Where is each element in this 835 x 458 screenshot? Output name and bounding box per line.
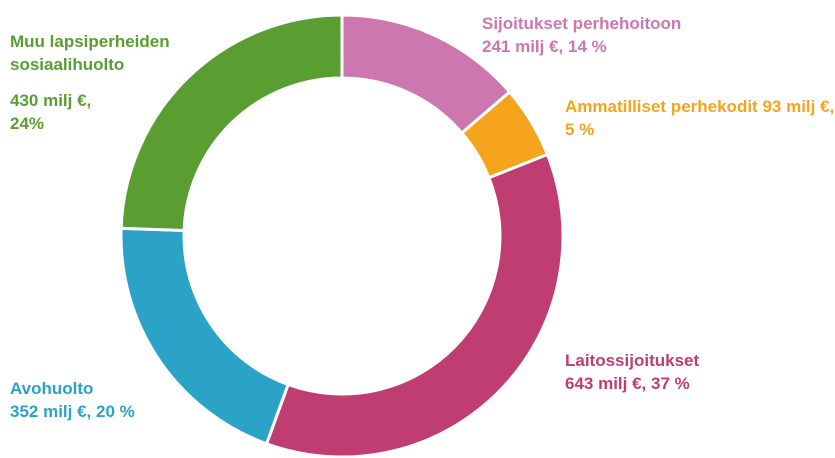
category-label: Ammatilliset perhekodit: [565, 97, 758, 116]
value-label: 241 milj €, 14 %: [482, 37, 607, 56]
value-label: 643 milj €, 37 %: [565, 374, 690, 393]
data-label: Laitossijoitukset 643 milj €, 37 %: [565, 349, 825, 395]
category-label: Sijoitukset perhehoitoon: [482, 14, 682, 33]
value-label: 93 milj €, 5 %: [565, 97, 835, 139]
category-label: Muu lapsiperheiden sosiaalihuolto: [10, 32, 170, 74]
data-label: Sijoitukset perhehoitoon 241 milj €, 14 %: [482, 12, 782, 58]
data-label: Ammatilliset perhekodit 93 milj €, 5 %: [565, 95, 835, 141]
value-label: 430 milj €, 24%: [10, 91, 92, 133]
donut-segment: [119, 13, 344, 233]
data-label: Muu lapsiperheiden sosiaalihuolto 430 mil…: [10, 30, 225, 135]
data-label: Avohuolto 352 milj €, 20 %: [10, 377, 270, 423]
value-label: 352 milj €, 20 %: [10, 402, 135, 421]
donut-segment: [264, 152, 565, 458]
category-label: Avohuolto: [10, 379, 94, 398]
category-label: Laitossijoitukset: [565, 351, 700, 370]
